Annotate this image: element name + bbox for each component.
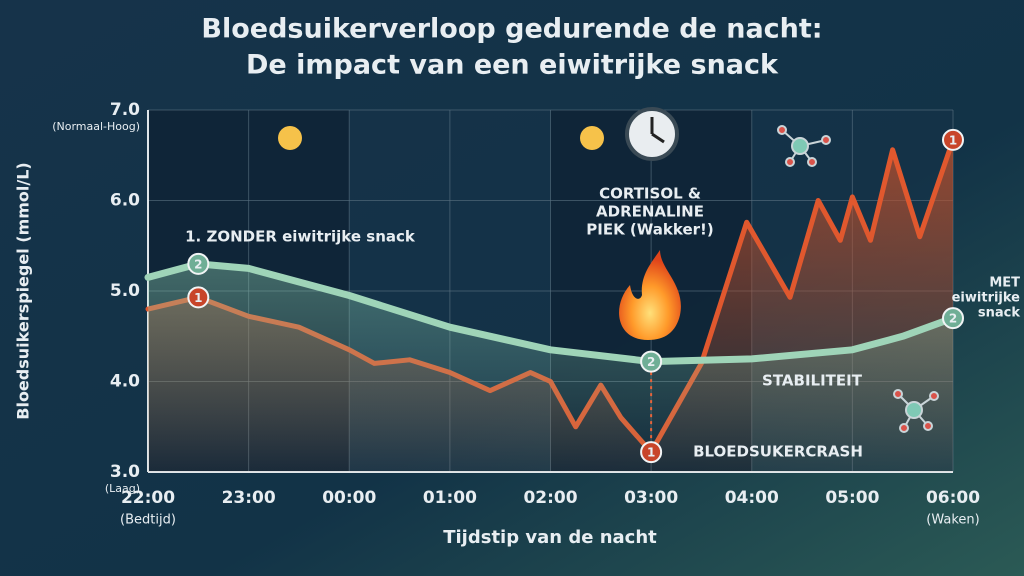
y-tick-label: 5.0	[110, 281, 140, 301]
annotation: BLOEDSUKERCRASH	[693, 443, 863, 461]
y-note: (Normaal-Hoog)	[52, 120, 140, 133]
marker-label: 2	[949, 312, 957, 326]
legend-label: 1. ZONDER eiwitrijke snack	[185, 228, 416, 246]
plot-area: 3.0 4.0 5.0 6.0 7.0 (Laag) (Normaal-Hoog) 22:00…	[52, 100, 980, 528]
flame-icon	[619, 250, 681, 340]
line	[144, 260, 957, 366]
marker-label: 1	[194, 291, 202, 305]
annotation: STABILITEIT	[762, 372, 863, 390]
point-marker	[640, 441, 663, 464]
marker-label: 2	[647, 355, 655, 369]
x-tick-label: 04:00	[725, 488, 779, 508]
x-tick-label: 03:00	[624, 488, 678, 508]
y-axis-label: Bloedsuikerspiegel (mmol/L)	[14, 162, 33, 419]
x-tick-label: 22:00	[121, 488, 175, 508]
clock-icon	[625, 107, 679, 161]
annotation: PIEK (Wakker!)	[586, 221, 713, 239]
y-note: (Laag)	[105, 482, 140, 495]
y-tick-label: 6.0	[110, 191, 140, 211]
legend-label-line: MET	[989, 276, 1020, 291]
annotation: ADRENALINE	[596, 203, 704, 221]
x-tick-label: 00:00	[322, 488, 376, 508]
marker-label: 2	[194, 257, 202, 271]
area	[148, 263, 953, 472]
chart-title: De impact van een eiwitrijke snack	[246, 50, 779, 81]
point-marker	[640, 350, 663, 373]
x-tick-label: 23:00	[222, 488, 276, 508]
x-tick-label: 05:00	[825, 488, 879, 508]
chart-title: Bloedsuikerverloop gedurende de nacht:	[201, 14, 822, 45]
legend-label-line: eiwitrijke	[952, 291, 1021, 306]
x-note: (Waken)	[926, 513, 979, 528]
legend-label-line: snack	[978, 306, 1020, 321]
sleep-icon	[278, 126, 604, 150]
molecule-icon	[777, 125, 939, 433]
y-tick-label: 4.0	[110, 372, 140, 392]
x-tick-label: 06:00	[926, 488, 980, 508]
marker-label: 1	[647, 446, 655, 460]
y-tick-label: 3.0	[110, 462, 140, 482]
x-tick-label: 01:00	[423, 488, 477, 508]
y-tick-label: 7.0	[110, 100, 140, 120]
x-tick-label: 02:00	[523, 488, 577, 508]
x-note: (Bedtijd)	[120, 513, 176, 528]
x-axis-label: Tijdstip van de nacht	[443, 527, 657, 548]
point-marker	[187, 252, 210, 275]
marker-label: 1	[949, 133, 957, 147]
annotation: CORTISOL &	[599, 185, 701, 203]
point-marker	[187, 286, 210, 309]
point-marker	[942, 128, 964, 151]
point-marker	[942, 307, 964, 330]
